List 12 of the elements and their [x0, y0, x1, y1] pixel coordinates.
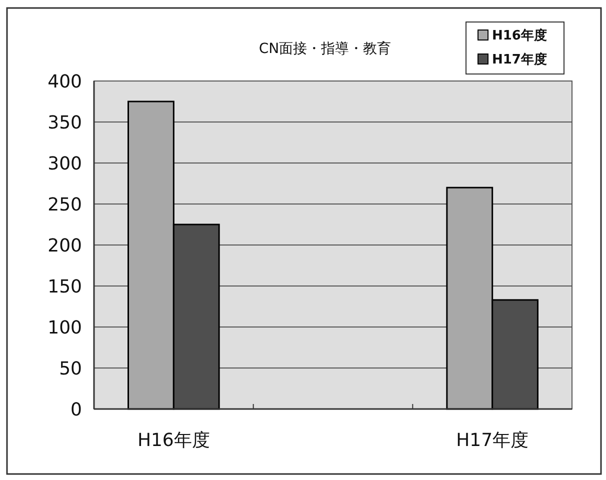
chart-title: CN面接・指導・教育	[258, 40, 392, 57]
y-tick-label: 200	[48, 235, 82, 256]
legend-label: H16年度	[492, 28, 547, 44]
y-tick-label: 400	[48, 71, 82, 92]
y-tick-label: 50	[59, 358, 82, 380]
y-tick-label: 150	[48, 276, 82, 298]
legend-label: H17年度	[492, 52, 547, 68]
y-tick-label: 300	[48, 153, 82, 174]
y-tick-label: 0	[70, 399, 82, 420]
y-tick-label: 250	[48, 194, 82, 216]
y-tick-label: 100	[48, 317, 82, 338]
y-tick-label: 350	[48, 112, 82, 134]
